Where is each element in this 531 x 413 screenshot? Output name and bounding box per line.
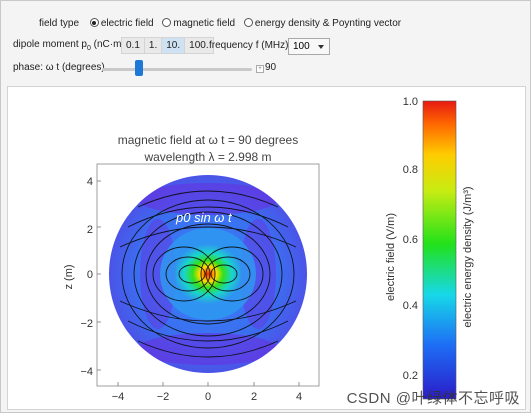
dipole-option-100[interactable]: 100.: [184, 37, 214, 54]
x-axis-ticks: −4 −2 0 2 4: [112, 391, 302, 403]
radio-electric-field[interactable]: electric field: [89, 18, 154, 29]
dipole-option-0-1[interactable]: 0.1: [121, 37, 145, 54]
plot-title-line2: wavelength λ = 2.998 m: [143, 150, 271, 164]
dipole-label: dipole moment p0 (nC·m): [13, 39, 125, 52]
tick-marks: [97, 180, 300, 386]
phase-value: 90: [265, 62, 277, 73]
colorbar-label-left: electric field (V/m): [385, 213, 397, 301]
colorbar-tick: 0.6: [403, 234, 418, 246]
y-tick: 0: [87, 269, 93, 281]
expand-icon[interactable]: +: [256, 65, 264, 73]
phase-slider-track[interactable]: [102, 68, 252, 71]
colorbar-tick: 1.0: [403, 96, 418, 108]
colorbar: [422, 100, 457, 400]
y-tick: −4: [80, 366, 93, 378]
field-type-row: field type electric field magnetic field…: [39, 18, 401, 29]
dipole-option-1[interactable]: 1.: [143, 37, 163, 54]
plot-title-line1: magnetic field at ω t = 90 degrees: [118, 133, 298, 147]
x-tick: −2: [157, 391, 170, 403]
y-axis-ticks: 4 2 0 −2 −4: [80, 176, 93, 378]
colorbar-tick: 0.2: [403, 370, 418, 382]
colorbar-tick: 0.4: [403, 300, 418, 312]
frequency-value: 100: [293, 41, 310, 52]
frequency-label: frequency f (MHz): [209, 40, 289, 51]
y-tick: 4: [87, 176, 93, 188]
y-tick: −2: [80, 318, 93, 330]
watermark: CSDN @叶绿体不忘呼吸: [346, 390, 520, 407]
dipole-option-10[interactable]: 10.: [161, 37, 186, 54]
phase-label: phase: ω t (degrees): [13, 62, 105, 73]
phase-slider-thumb[interactable]: [135, 60, 143, 76]
field-pattern: [119, 183, 297, 365]
x-tick: −4: [112, 391, 125, 403]
field-type-label: field type: [39, 18, 80, 29]
radio-unchecked-icon: [162, 18, 172, 27]
x-tick: 0: [205, 391, 211, 403]
plot-panel: magnetic field at ω t = 90 degrees wavel…: [7, 86, 526, 410]
frequency-select[interactable]: 100: [288, 38, 330, 55]
radio-magnetic-field[interactable]: magnetic field: [162, 18, 235, 29]
radio-checked-icon: [89, 18, 99, 27]
y-tick: 2: [87, 224, 93, 236]
radio-unchecked-icon: [243, 18, 253, 27]
plot-svg: magnetic field at ω t = 90 degrees wavel…: [63, 96, 474, 403]
dipole-segmented-control: 0.1 1. 10. 100.: [121, 37, 214, 54]
colorbar-ticks: 1.0 0.8 0.6 0.4 0.2: [403, 96, 418, 382]
radio-energy-density[interactable]: energy density & Poynting vector: [243, 18, 401, 29]
y-axis-label: z (m): [63, 264, 75, 289]
colorbar-label-right: electric energy density (J/m³): [462, 186, 474, 327]
chevron-down-icon: [318, 45, 324, 49]
colorbar-tick: 0.8: [403, 164, 418, 176]
x-tick: 2: [251, 391, 257, 403]
dipole-annotation: p0 sin ω t: [175, 210, 233, 225]
x-tick: 4: [296, 391, 302, 403]
